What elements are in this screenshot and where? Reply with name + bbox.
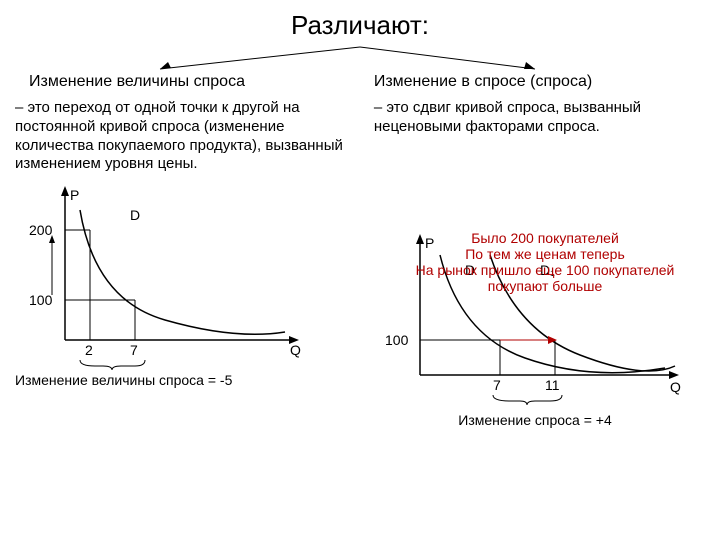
red-line-3: На рынок пришло еще 100 покупателей	[385, 262, 705, 278]
axis-p-left: P	[70, 187, 79, 203]
description-left: – это переход от одной точки к другой на…	[15, 99, 346, 174]
axis-q-left: Q	[290, 342, 301, 358]
red-line-2: По тем же ценам теперь	[385, 246, 705, 262]
xtick-7: 7	[130, 342, 138, 358]
caption-left: Изменение величины спроса = -5	[15, 372, 315, 388]
red-annotation: Было 200 покупателей По тем же ценам теп…	[385, 230, 705, 294]
red-line-4: покупают больше	[385, 278, 705, 294]
chart-left: P Q D 200 100 2 7	[15, 180, 315, 370]
ytick-100: 100	[29, 292, 53, 308]
xtick-7-r: 7	[493, 377, 501, 393]
axis-q-right: Q	[670, 379, 681, 395]
main-title: Различают:	[15, 10, 705, 41]
chart-left-container: P Q D 200 100 2 7 Изменение величины спр…	[15, 180, 315, 428]
branch-arrows	[15, 45, 705, 73]
ytick-100-r: 100	[385, 332, 409, 348]
caption-right: Изменение спроса = +4	[365, 412, 705, 428]
subtitle-left: Изменение величины спроса	[15, 73, 360, 91]
subtitle-right: Изменение в спросе (спроса)	[364, 73, 705, 91]
description-right: – это сдвиг кривой спроса, вызванный нец…	[374, 99, 705, 174]
xtick-11: 11	[545, 377, 560, 393]
xtick-2: 2	[85, 342, 93, 358]
ytick-200: 200	[29, 222, 53, 238]
red-line-1: Было 200 покупателей	[385, 230, 705, 246]
curve-d-left: D	[130, 207, 140, 223]
